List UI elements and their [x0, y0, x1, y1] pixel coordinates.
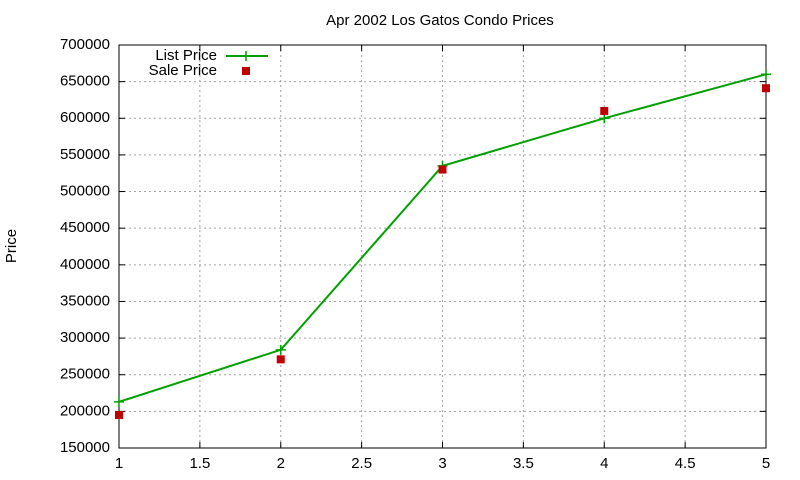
x-tick-label: 2 [277, 455, 285, 472]
point [114, 396, 124, 407]
point [275, 344, 286, 355]
y-axis-label: Price [3, 229, 20, 263]
y-tick-label: 300000 [60, 329, 110, 346]
point [761, 69, 771, 80]
y-tick-label: 500000 [60, 183, 110, 200]
series-line [118, 73, 767, 403]
point [115, 411, 123, 420]
x-tick-label: 3.5 [513, 455, 534, 472]
point [438, 165, 447, 174]
x-tick-label: 4 [600, 455, 608, 472]
x-tick-label: 2.5 [351, 455, 372, 472]
y-tick-label: 250000 [60, 366, 110, 383]
point [276, 355, 285, 364]
x-tick-label: 1.5 [189, 455, 210, 472]
y-tick-label: 700000 [60, 36, 110, 53]
x-tick-label: 4.5 [675, 455, 696, 472]
point [762, 84, 770, 93]
legend-label: Sale Price [149, 62, 217, 79]
x-tick-label: 3 [438, 455, 446, 472]
x-tick-label: 5 [762, 455, 770, 472]
legend-marker [242, 67, 250, 75]
y-tick-label: 400000 [60, 256, 110, 273]
chart-title: Apr 2002 Los Gatos Condo Prices [326, 12, 554, 29]
legend-label: List Price [155, 47, 217, 64]
y-tick-label: 550000 [60, 146, 110, 163]
x-tick-label: 1 [115, 455, 123, 472]
legend-marker [241, 51, 251, 61]
plot-frame [118, 44, 767, 449]
y-tick-label: 600000 [60, 109, 110, 126]
y-tick-label: 200000 [60, 402, 110, 419]
y-tick-label: 350000 [60, 292, 110, 309]
y-tick-label: 650000 [60, 73, 110, 90]
y-tick-label: 150000 [60, 439, 110, 456]
y-tick-label: 450000 [60, 219, 110, 236]
point [600, 106, 609, 115]
